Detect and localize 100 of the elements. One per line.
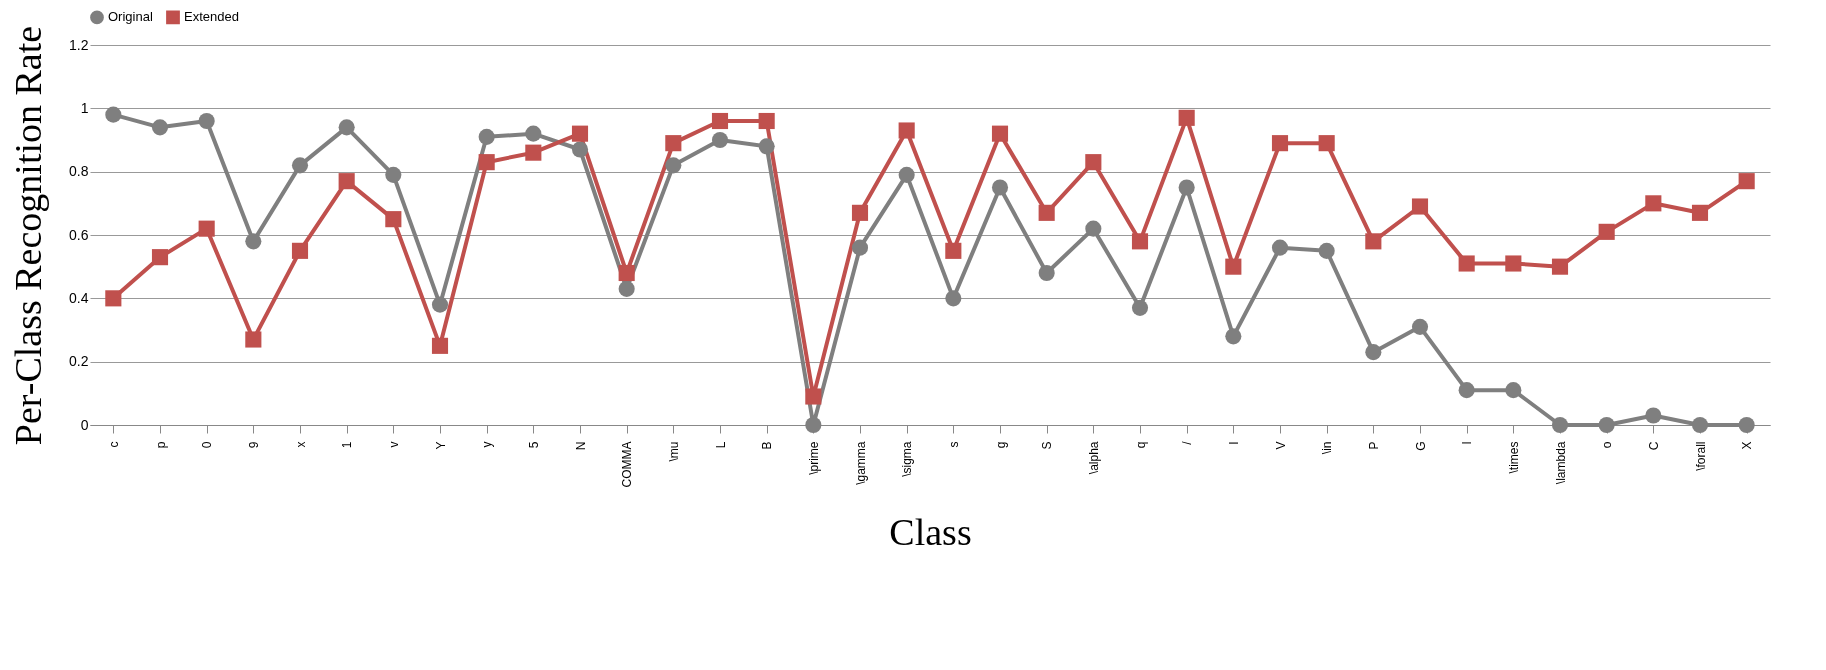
point: [151, 119, 169, 136]
point: [1318, 135, 1335, 152]
point: [478, 128, 495, 145]
x-tick-label: y: [480, 441, 495, 448]
point: [1085, 154, 1102, 171]
point: [105, 290, 122, 307]
point: [1271, 135, 1289, 152]
point: [431, 296, 449, 313]
x-axis-title: Class: [889, 511, 972, 554]
x-tick-label: s: [946, 441, 961, 448]
x-tick-label: \sigma: [900, 441, 915, 477]
y-axis-title: Per-Class Recognition Rate: [7, 25, 50, 446]
y-tick-label: 0.8: [69, 163, 89, 180]
point: [758, 138, 775, 155]
x-tick-label: 1: [340, 441, 355, 449]
point: [711, 131, 729, 149]
x-tick-label: g: [993, 441, 1008, 449]
point: [198, 112, 215, 130]
x-tick-label: 0: [200, 441, 215, 449]
point: [991, 125, 1009, 142]
point: [805, 416, 822, 434]
point: [618, 280, 635, 297]
x-tick-label: G: [1413, 441, 1428, 451]
legend-label: Original: [108, 9, 153, 25]
x-tick-label: C: [1646, 441, 1661, 451]
x-tick-label: B: [760, 441, 775, 450]
x-tick-label: Y: [433, 441, 448, 450]
point: [198, 220, 215, 237]
point: [245, 331, 262, 348]
point: [1271, 239, 1289, 256]
y-tick-label: 0: [80, 416, 89, 433]
point: [338, 119, 355, 136]
point: [1178, 179, 1195, 196]
x-tick-label: COMMA: [620, 441, 635, 488]
x-tick-label: \prime: [806, 441, 821, 475]
x-tick-label: v: [386, 441, 401, 448]
point: [105, 106, 122, 123]
point: [1738, 173, 1755, 190]
point: [525, 125, 542, 142]
x-tick-label: \forall: [1693, 441, 1708, 471]
point: [1551, 258, 1569, 275]
point: [291, 242, 309, 259]
point: [618, 264, 635, 282]
point: [851, 239, 869, 256]
x-tick-label: x: [293, 441, 308, 448]
point: [525, 144, 542, 161]
point: [1458, 382, 1475, 399]
point: [805, 388, 822, 405]
point: [431, 337, 449, 354]
point: [1598, 416, 1615, 434]
point: [385, 211, 402, 228]
point: [665, 135, 682, 152]
point: [1598, 223, 1615, 240]
point: [1645, 195, 1662, 212]
x-tick-label: o: [1600, 441, 1615, 449]
x-tick-label: \lambda: [1553, 441, 1568, 485]
point: [571, 141, 589, 158]
point: [1365, 344, 1382, 361]
point: [1085, 220, 1102, 237]
x-tick-label: 5: [526, 441, 541, 449]
point: [898, 122, 915, 139]
point: [151, 249, 169, 266]
point: [898, 166, 915, 183]
point: [1318, 242, 1335, 259]
point: [1411, 318, 1429, 335]
point: [665, 157, 682, 174]
point: [385, 166, 402, 183]
point: [1645, 407, 1662, 424]
point: [1131, 299, 1149, 316]
x-tick-label: P: [1366, 441, 1381, 450]
x-tick-label: L: [713, 441, 728, 449]
legend-label: Extended: [184, 9, 239, 25]
x-tick-label: V: [1273, 441, 1288, 450]
point: [291, 157, 309, 174]
point: [1411, 198, 1429, 215]
x-tick-label: p: [153, 441, 168, 449]
x-tick-label: X: [1740, 441, 1755, 450]
point: [1691, 416, 1709, 434]
x-tick-label: c: [106, 441, 121, 448]
y-tick-label: 0.4: [69, 289, 89, 306]
point: [711, 112, 729, 130]
point: [1365, 233, 1382, 250]
x-tick-label: \mu: [666, 441, 681, 462]
point: [1038, 264, 1055, 282]
point: [571, 125, 589, 142]
point: [245, 233, 262, 250]
point: [478, 154, 495, 171]
y-tick-label: 0.6: [69, 226, 89, 243]
point: [1691, 204, 1709, 221]
x-tick-label: \gamma: [853, 441, 868, 485]
point: [945, 290, 962, 307]
x-tick-label: l: [1460, 441, 1475, 445]
point: [1225, 258, 1242, 275]
point: [1038, 204, 1055, 221]
point: [1738, 416, 1755, 434]
point: [1505, 382, 1522, 399]
x-tick-label: /: [1180, 440, 1195, 445]
x-tick-label: \alpha: [1086, 441, 1101, 475]
x-tick-label: N: [573, 441, 588, 451]
point: [945, 242, 962, 259]
